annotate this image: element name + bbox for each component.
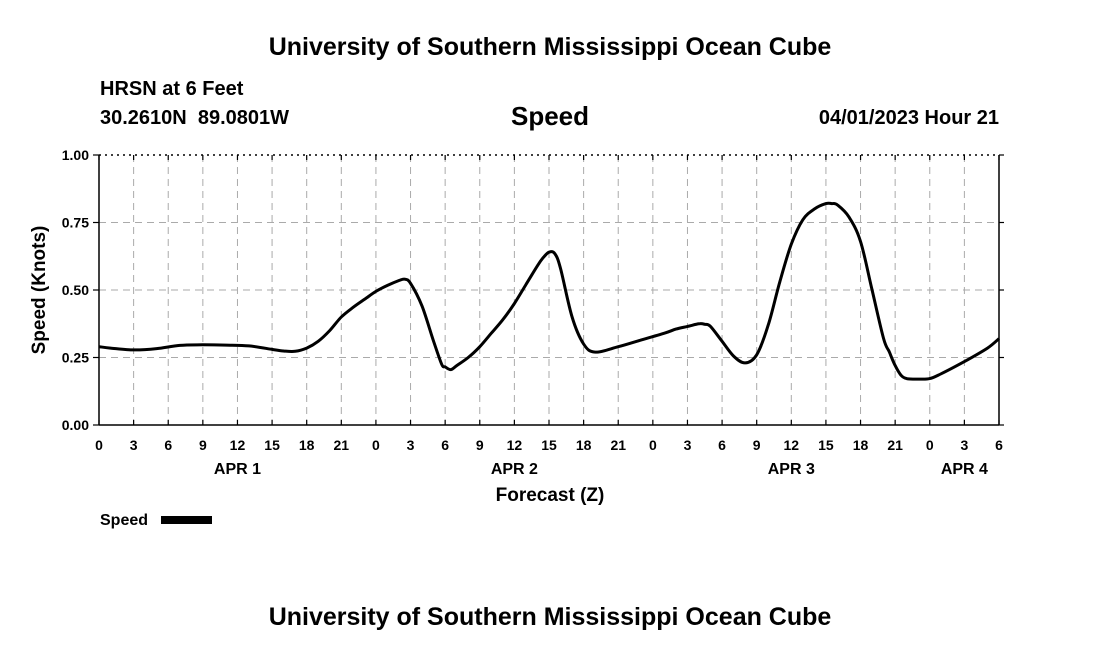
- y-tick-label: 0.75: [62, 215, 89, 231]
- x-axis-ticks: 0 3 6 9 12 15 18 21 0 3 6 9 12 15 18 21 0 3 6 9 12 15 18 21 0 3 6: [95, 155, 1003, 453]
- x-tick-label: 0: [926, 437, 934, 453]
- chart-title-bottom: University of Southern Mississippi Ocean…: [269, 603, 832, 631]
- day-label: APR 4: [941, 461, 988, 478]
- day-labels: APR 1 APR 2 APR 3 APR 4: [214, 461, 988, 478]
- day-label: APR 3: [768, 461, 815, 478]
- x-tick-label: 21: [610, 437, 626, 453]
- x-tick-label: 9: [753, 437, 761, 453]
- y-axis-ticks: 0.00 0.25 0.50 0.75 1.00: [62, 147, 1004, 433]
- x-tick-label: 15: [541, 437, 557, 453]
- x-tick-label: 12: [507, 437, 523, 453]
- x-tick-label: 21: [334, 437, 350, 453]
- y-tick-label: 1.00: [62, 147, 89, 163]
- x-tick-label: 9: [476, 437, 484, 453]
- y-axis-label: Speed (Knots): [29, 226, 50, 355]
- x-tick-label: 9: [199, 437, 207, 453]
- y-tick-label: 0.25: [62, 350, 89, 366]
- legend-label-speed: Speed: [100, 512, 148, 529]
- day-label: APR 1: [214, 461, 261, 478]
- x-tick-label: 0: [372, 437, 380, 453]
- x-tick-label: 12: [230, 437, 246, 453]
- y-tick-label: 0.50: [62, 282, 89, 298]
- x-tick-label: 3: [684, 437, 692, 453]
- x-tick-label: 15: [818, 437, 834, 453]
- x-tick-label: 3: [960, 437, 968, 453]
- x-tick-label: 3: [130, 437, 138, 453]
- x-tick-label: 18: [299, 437, 315, 453]
- x-tick-label: 18: [853, 437, 869, 453]
- forecast-datetime: 04/01/2023 Hour 21: [819, 107, 999, 129]
- coordinates-label: 30.2610N 89.0801W: [100, 107, 289, 129]
- x-tick-label: 0: [649, 437, 657, 453]
- x-tick-label: 6: [718, 437, 726, 453]
- x-tick-label: 3: [407, 437, 415, 453]
- x-tick-label: 0: [95, 437, 103, 453]
- x-tick-label: 21: [887, 437, 903, 453]
- x-tick-label: 6: [164, 437, 172, 453]
- legend: Speed: [100, 512, 212, 529]
- chart-variable-title: Speed: [511, 101, 589, 131]
- series-lines: [98, 201, 1000, 381]
- x-tick-label: 12: [784, 437, 800, 453]
- legend-swatch-speed: [161, 516, 212, 524]
- grid: [99, 155, 999, 425]
- x-tick-label: 18: [576, 437, 592, 453]
- x-tick-label: 6: [995, 437, 1003, 453]
- y-tick-label: 0.00: [62, 417, 89, 433]
- x-tick-label: 6: [441, 437, 449, 453]
- day-label: APR 2: [491, 461, 538, 478]
- series-line-speed: [98, 201, 1000, 381]
- x-tick-label: 15: [264, 437, 280, 453]
- x-axis-label: Forecast (Z): [496, 485, 605, 506]
- station-label: HRSN at 6 Feet: [100, 78, 244, 100]
- chart-title-top: University of Southern Mississippi Ocean…: [269, 33, 832, 61]
